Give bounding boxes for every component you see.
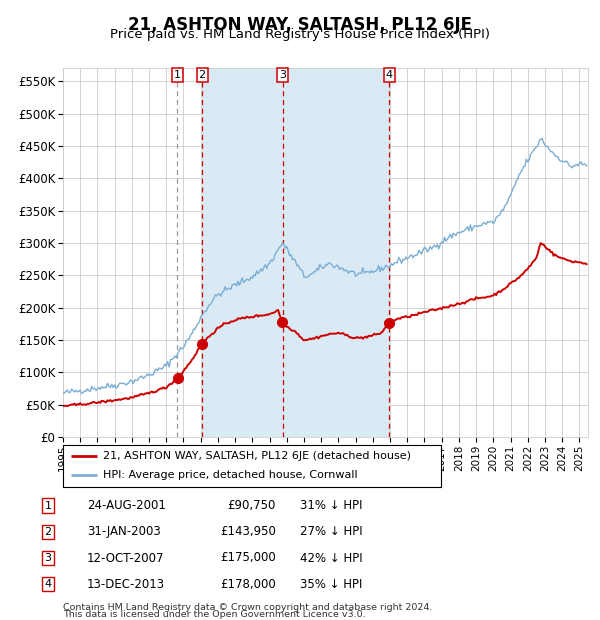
Text: 3: 3	[280, 70, 286, 80]
Text: 4: 4	[386, 70, 393, 80]
Text: £90,750: £90,750	[227, 500, 276, 512]
Text: £178,000: £178,000	[220, 578, 276, 590]
Text: 31% ↓ HPI: 31% ↓ HPI	[300, 500, 362, 512]
Text: 24-AUG-2001: 24-AUG-2001	[87, 500, 166, 512]
Text: 12-OCT-2007: 12-OCT-2007	[87, 552, 164, 564]
Text: 3: 3	[44, 553, 52, 563]
Text: 31-JAN-2003: 31-JAN-2003	[87, 526, 161, 538]
Text: HPI: Average price, detached house, Cornwall: HPI: Average price, detached house, Corn…	[103, 471, 358, 480]
Text: £143,950: £143,950	[220, 526, 276, 538]
Text: 2: 2	[44, 527, 52, 537]
Text: 2: 2	[199, 70, 206, 80]
Text: 4: 4	[44, 579, 52, 589]
Text: 1: 1	[174, 70, 181, 80]
Bar	[202, 68, 283, 437]
Text: 13-DEC-2013: 13-DEC-2013	[87, 578, 165, 590]
Bar	[283, 68, 389, 437]
Text: £175,000: £175,000	[220, 552, 276, 564]
Text: 1: 1	[44, 501, 52, 511]
Text: This data is licensed under the Open Government Licence v3.0.: This data is licensed under the Open Gov…	[63, 609, 365, 619]
Text: Price paid vs. HM Land Registry's House Price Index (HPI): Price paid vs. HM Land Registry's House …	[110, 28, 490, 41]
Text: 27% ↓ HPI: 27% ↓ HPI	[300, 526, 362, 538]
Text: 35% ↓ HPI: 35% ↓ HPI	[300, 578, 362, 590]
Text: 21, ASHTON WAY, SALTASH, PL12 6JE (detached house): 21, ASHTON WAY, SALTASH, PL12 6JE (detac…	[103, 451, 410, 461]
Text: 21, ASHTON WAY, SALTASH, PL12 6JE: 21, ASHTON WAY, SALTASH, PL12 6JE	[128, 16, 472, 34]
Text: 42% ↓ HPI: 42% ↓ HPI	[300, 552, 362, 564]
Text: Contains HM Land Registry data © Crown copyright and database right 2024.: Contains HM Land Registry data © Crown c…	[63, 603, 433, 612]
